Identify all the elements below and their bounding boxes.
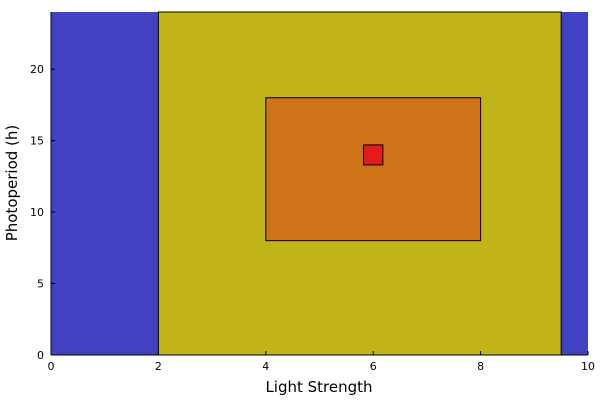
y-tick-label: 15 [30,135,44,148]
x-tick-label: 0 [48,360,55,373]
y-tick-label: 10 [30,206,44,219]
x-tick-label: 2 [155,360,162,373]
x-axis-ticks: 0 2 4 6 8 10 [48,351,595,373]
y-tick-label: 20 [30,63,44,76]
region-inner [265,97,482,242]
region-core [363,144,384,166]
region-layer [51,11,588,356]
x-tick-label: 4 [262,360,269,373]
x-axis-title: Light Strength [265,378,372,396]
x-tick-label: 6 [370,360,377,373]
x-tick-label: 10 [581,360,595,373]
y-axis-ticks: 0 5 10 15 20 [30,63,55,362]
y-axis-title: Photoperiod (h) [3,125,21,242]
y-tick-label: 5 [37,278,44,291]
x-tick-label: 8 [477,360,484,373]
y-tick-label: 0 [37,349,44,362]
